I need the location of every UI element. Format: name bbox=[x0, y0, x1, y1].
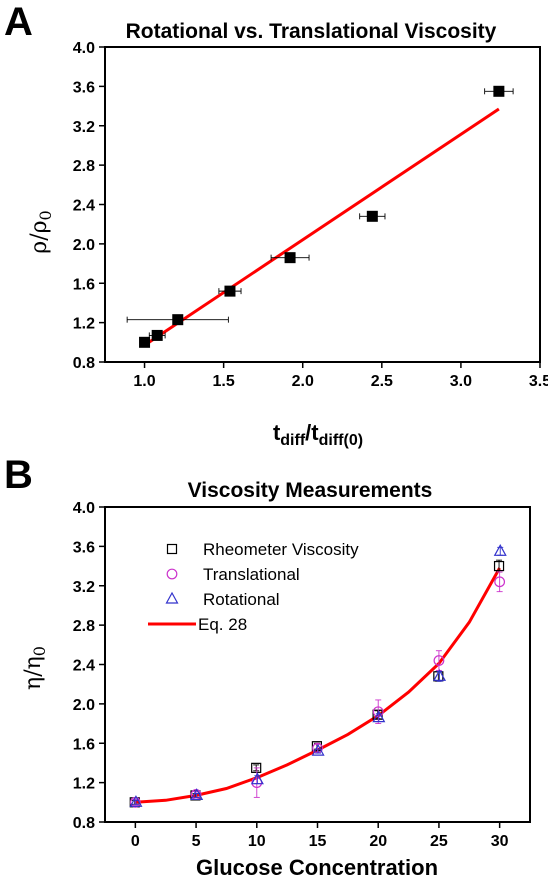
chart-a-ytick-label: 0.8 bbox=[73, 355, 95, 372]
chart-b-point bbox=[372, 710, 386, 723]
chart-b-legend-swatch bbox=[166, 543, 178, 555]
chart-b-ytick-label: 4.0 bbox=[73, 500, 95, 517]
chart-b-ytick-label: 2.8 bbox=[73, 618, 95, 635]
chart-a-point bbox=[151, 329, 163, 341]
panel-a-letter: A bbox=[4, 0, 33, 44]
chart-a: 1.0 1.5 2.0 2.5 3.0 3.5 0.8 1.2 1.6 2.0 2.4 2.8 3.2 3… bbox=[73, 40, 548, 390]
chart-b-xtick-label: 20 bbox=[369, 833, 387, 850]
chart-b-legend-label: Rotational bbox=[203, 590, 280, 609]
chart-b-ytick-label: 2.0 bbox=[73, 697, 95, 714]
chart-a-ytick-label: 3.6 bbox=[73, 79, 95, 96]
chart-b-point bbox=[372, 706, 384, 718]
chart-b-legend-label: Eq. 28 bbox=[198, 615, 247, 634]
chart-a-ytick-label: 1.2 bbox=[73, 316, 95, 333]
chart-b-point bbox=[190, 788, 204, 801]
chart-a-fit-line bbox=[143, 107, 500, 347]
chart-b-point bbox=[250, 772, 264, 785]
chart-a-xtick-label: 3.0 bbox=[450, 373, 472, 390]
chart-b-point bbox=[433, 669, 447, 681]
panel-b-letter: B bbox=[4, 453, 33, 497]
chart-a-ytick-label: 4.0 bbox=[73, 40, 95, 57]
chart-a-xlabel: tdiff/tdiff(0) bbox=[273, 420, 363, 449]
chart-b-ytick-label: 3.2 bbox=[73, 579, 95, 596]
chart-a-point bbox=[284, 252, 296, 264]
chart-a-point bbox=[224, 285, 236, 297]
chart-b-ytick-label: 0.8 bbox=[73, 815, 95, 832]
chart-b-xtick-label: 25 bbox=[430, 833, 448, 850]
chart-a-point bbox=[139, 336, 151, 348]
chart-b-point bbox=[129, 795, 143, 807]
chart-b-legend-label: Rheometer Viscosity bbox=[203, 540, 359, 559]
chart-a-ytick-label: 2.4 bbox=[73, 198, 95, 215]
chart-b-xtick-label: 10 bbox=[248, 833, 266, 850]
chart-a-xtick-label: 2.0 bbox=[292, 373, 314, 390]
chart-b-xtick-label: 15 bbox=[309, 833, 327, 850]
chart-a-xtick-label: 2.5 bbox=[371, 373, 393, 390]
chart-b-ytick-label: 3.6 bbox=[73, 539, 95, 556]
chart-b-legend-swatch bbox=[166, 568, 178, 580]
chart-b-ytick-label: 1.2 bbox=[73, 776, 95, 793]
chart-b-legend-swatch bbox=[165, 591, 179, 604]
chart-b-point bbox=[251, 762, 262, 773]
chart-b-xtick-label: 0 bbox=[131, 833, 140, 850]
chart-a-ytick-label: 1.6 bbox=[73, 276, 95, 293]
chart-a-ytick-label: 2.8 bbox=[73, 158, 95, 175]
chart-b-point bbox=[494, 576, 506, 588]
chart-b-point bbox=[311, 743, 325, 756]
chart-a-xtick-label: 3.5 bbox=[529, 373, 548, 390]
chart-b-point bbox=[493, 560, 505, 572]
chart-a-point bbox=[172, 314, 184, 326]
chart-b-ytick-label: 2.4 bbox=[73, 658, 95, 675]
chart-b-xlabel: Glucose Concentration bbox=[196, 855, 438, 879]
chart-a-xtick-label: 1.0 bbox=[133, 373, 155, 390]
chart-a-ytick-label: 3.2 bbox=[73, 119, 95, 136]
chart-a-point bbox=[366, 210, 378, 222]
chart-b-point bbox=[433, 655, 445, 666]
chart-a-plot-frame bbox=[104, 46, 541, 363]
chart-b-xtick-label: 30 bbox=[491, 833, 509, 850]
chart-a-ylabel: ρ/ρ0 bbox=[27, 210, 55, 253]
chart-b-eq28-curve bbox=[135, 567, 501, 804]
chart-b-legend-label: Translational bbox=[203, 565, 300, 584]
chart-b-ytick-label: 1.6 bbox=[73, 736, 95, 753]
chart-b-xtick-label: 5 bbox=[192, 833, 201, 850]
chart-a-point bbox=[493, 85, 505, 97]
chart-a-xtick-label: 1.5 bbox=[213, 373, 235, 390]
chart-b: 0 5 10 15 20 25 30 0.8 1.2 1.6 2.0 2.4 2.8 3.2 3.6 4.0 R… bbox=[73, 500, 531, 850]
chart-b-title: Viscosity Measurements bbox=[188, 479, 433, 502]
chart-a-title: Rotational vs. Translational Viscosity bbox=[126, 20, 497, 43]
chart-a-ytick-label: 2.0 bbox=[73, 237, 95, 254]
chart-b-ylabel: η/η0 bbox=[21, 646, 49, 690]
chart-b-point bbox=[493, 544, 507, 556]
